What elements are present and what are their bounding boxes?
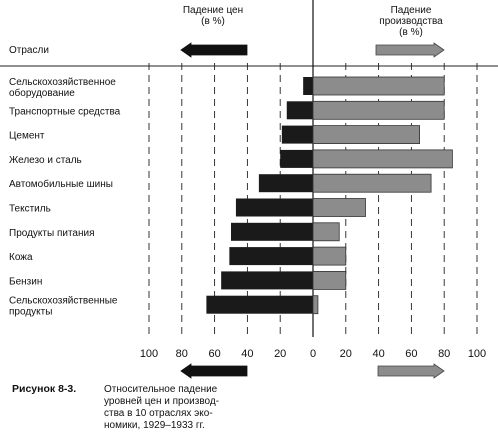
chart-headers: Падение цен (в %) Падение производства (… (9, 5, 443, 56)
production-bar (312, 125, 420, 144)
bars (206, 76, 453, 315)
category-label: Кожа (9, 252, 33, 263)
production-bar (312, 246, 347, 266)
caption-line-4: номики, 1929–1933 гг. (104, 420, 205, 431)
price-arrow-bottom (180, 363, 248, 379)
category-label: Железо и сталь (9, 155, 82, 166)
category-label: Текстиль (9, 204, 51, 215)
figure-label: Рисунок 8-3. (12, 383, 76, 395)
price-bar (303, 77, 313, 95)
production-arrow-top (375, 42, 445, 58)
price-bar (281, 125, 313, 144)
left-header-line-1: Падение цен (183, 5, 243, 16)
production-bar (312, 100, 445, 120)
category-label: Сельскохозяйственное (9, 77, 116, 88)
price-bar (206, 295, 313, 314)
production-bar (312, 76, 445, 96)
x-tick-label-left: 60 (208, 348, 220, 360)
category-label: Автомобильные шины (9, 178, 113, 190)
price-arrow-top (180, 42, 248, 58)
left-header-line-2: (в %) (201, 16, 225, 27)
right-header-line-1: Падение (391, 5, 432, 16)
category-label: Сельскохозяйственные (9, 296, 118, 307)
x-tick-label-right: 60 (405, 348, 417, 360)
category-label: оборудование (9, 87, 75, 99)
price-bar (221, 271, 313, 290)
price-bar (280, 149, 313, 168)
production-bar (312, 222, 340, 242)
production-bar (312, 149, 453, 169)
category-label: Цемент (9, 131, 45, 142)
right-header-line-3: (в %) (399, 27, 423, 38)
x-tick-label-right: 80 (438, 348, 450, 360)
x-tick-label-left: 40 (241, 348, 253, 360)
industries-label: Отрасли (9, 45, 49, 56)
x-tick-labels: 100 80 60 40 20 0 20 40 60 80 100 (140, 348, 486, 360)
right-header-line-2: производства (379, 16, 443, 27)
x-tick-label-left: 100 (140, 348, 158, 360)
production-bar (312, 173, 432, 193)
x-tick-label-left: 80 (176, 348, 188, 360)
caption-line-3: ства в 10 отраслях эко- (104, 408, 213, 419)
category-label: продукты (9, 307, 52, 318)
x-tick-label-right: 20 (340, 348, 352, 360)
production-bar (312, 295, 319, 315)
price-bar (231, 222, 313, 241)
production-bar (312, 198, 366, 217)
price-bar (258, 174, 313, 193)
x-tick-label-right: 40 (372, 348, 384, 360)
figure-caption: Рисунок 8-3. Относительное падение уровн… (12, 383, 219, 431)
x-tick-label-left: 20 (274, 348, 286, 360)
category-label: Транспортные средства (9, 106, 121, 117)
caption-line-1: Относительное падение (104, 384, 218, 395)
caption-line-2: уровней цен и производ- (104, 396, 219, 407)
price-bar (286, 101, 313, 120)
direction-arrows (180, 42, 445, 379)
price-bar (229, 247, 313, 266)
production-arrow-bottom (377, 363, 445, 379)
production-bar (312, 270, 347, 290)
category-label: Бензин (9, 276, 42, 287)
x-tick-label-right: 100 (468, 348, 486, 360)
category-label: Продукты питания (9, 228, 95, 239)
price-bar (235, 198, 313, 217)
x-tick-label-left: 0 (310, 348, 316, 360)
